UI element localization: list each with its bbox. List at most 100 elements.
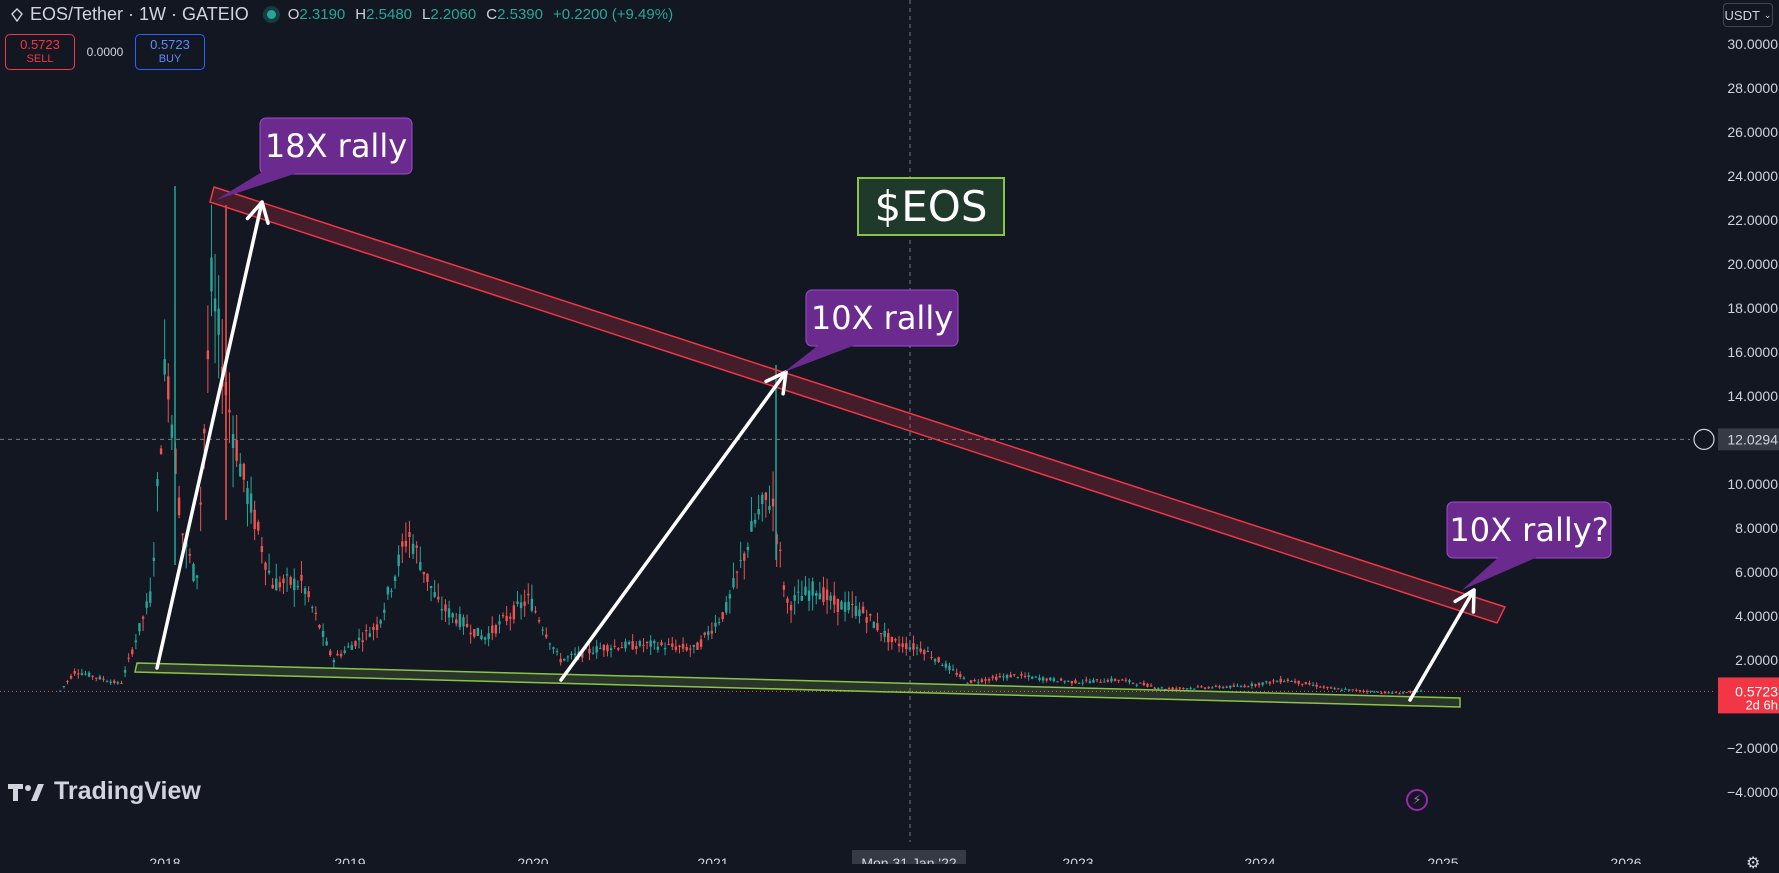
tradingview-icon: [8, 783, 44, 801]
price-tick-label: 26.0000: [1727, 124, 1778, 140]
candle-body: [462, 617, 465, 627]
candle-body: [116, 682, 120, 684]
candle-body: [231, 434, 235, 449]
candle-body: [1113, 679, 1117, 681]
candle-body: [311, 607, 314, 609]
candle-body: [509, 616, 512, 619]
drawings: 18X rally 10X rally 10X rally? $EOS: [134, 117, 1612, 708]
candle-body: [203, 428, 206, 434]
candle-body: [1315, 684, 1318, 687]
candle-body: [1308, 682, 1311, 685]
candle-body: [710, 630, 714, 634]
time-tick-label: 2026: [1610, 855, 1641, 864]
currency-unit-select[interactable]: USDT ⌄: [1723, 3, 1773, 27]
candle-body: [980, 679, 984, 682]
candle-body: [696, 642, 699, 650]
candle-body: [1365, 691, 1369, 693]
candle-body: [793, 595, 796, 601]
candle-body: [163, 359, 166, 375]
candle-body: [1128, 680, 1131, 683]
candle-body: [714, 622, 717, 627]
candle-body: [141, 616, 145, 619]
candle-body: [620, 646, 624, 649]
symbol-title[interactable]: EOS/Tether · 1W · GATEIO: [30, 3, 249, 24]
candle-body: [69, 675, 73, 679]
candle-body: [1401, 692, 1405, 694]
candle-body: [995, 676, 998, 680]
sell-button[interactable]: 0.5723 SELL: [5, 34, 75, 70]
chevron-down-icon: ⌄: [1763, 9, 1772, 20]
buy-button[interactable]: 0.5723 BUY: [135, 34, 205, 70]
candle-body: [181, 533, 184, 536]
candle-body: [660, 642, 663, 646]
candle-body: [649, 640, 652, 647]
candle-body: [591, 652, 595, 654]
candle-body: [663, 647, 667, 650]
candle-body: [617, 648, 620, 650]
candle-body: [879, 633, 883, 635]
countdown-label: 2d 6h: [1745, 697, 1778, 712]
time-axis: 2018 2019 2020 2021 Mon 31 Jan '22 2023 2024 20…: [149, 850, 1642, 864]
candle-body: [1383, 691, 1387, 694]
candle-body: [469, 632, 472, 635]
candle-body: [901, 643, 904, 648]
candle-body: [1409, 691, 1412, 693]
candle-body: [195, 575, 199, 578]
candle-body: [1272, 680, 1275, 682]
time-tick-label: 2023: [1062, 855, 1093, 864]
time-tick-label: 2019: [334, 855, 365, 864]
candle-body: [336, 653, 339, 656]
candle-body: [1247, 686, 1250, 688]
candle-body: [102, 678, 105, 680]
gear-icon[interactable]: ⚙: [1746, 855, 1761, 872]
candle-body: [1257, 683, 1261, 686]
candle-body: [1405, 692, 1408, 694]
candle-body: [951, 669, 955, 671]
candle-body: [516, 601, 519, 604]
candle-body: [397, 554, 400, 567]
candle-body: [937, 657, 940, 662]
candle-body: [375, 624, 379, 631]
candle-body: [530, 598, 534, 611]
candle-body: [170, 424, 174, 438]
candle-body: [818, 593, 822, 600]
candle-body: [246, 488, 249, 505]
candle-body: [1049, 677, 1052, 681]
candle-body: [1322, 686, 1326, 688]
candle-body: [1319, 686, 1322, 688]
crosshair-date-bg: [852, 850, 966, 864]
candle-body: [325, 641, 328, 646]
candle-body: [1175, 688, 1178, 690]
candle-body: [1149, 685, 1153, 687]
market-status-icon[interactable]: [266, 9, 276, 19]
candle-body: [1135, 684, 1138, 686]
candle-body: [746, 546, 750, 551]
candle-body: [1362, 690, 1365, 692]
candle-body: [743, 553, 746, 561]
candle-body: [1106, 680, 1110, 682]
candle-body: [1376, 691, 1380, 693]
eos-label: $EOS: [857, 177, 1005, 236]
lightning-icon[interactable]: ⚡: [1406, 789, 1428, 811]
candle-body: [383, 609, 386, 613]
candle-body: [926, 650, 930, 652]
candle-body: [1250, 683, 1254, 686]
candle-body: [84, 673, 87, 675]
candle-body: [465, 624, 469, 627]
candle-body: [62, 686, 66, 688]
candle-body: [1218, 686, 1221, 688]
candle-body: [667, 643, 670, 645]
candle-body: [1333, 688, 1336, 690]
add-alert-icon: [1693, 428, 1715, 450]
trade-panel: 0.5723 SELL 0.0000 0.5723 BUY: [5, 34, 205, 70]
candle-body: [329, 650, 332, 656]
candle-body: [1373, 691, 1376, 693]
candle-body: [721, 612, 724, 620]
candle-body: [1009, 674, 1012, 678]
candle-body: [1023, 675, 1027, 677]
candle-body: [59, 690, 62, 692]
candle-body: [840, 601, 843, 610]
candle-body: [833, 595, 836, 605]
candle-body: [1304, 682, 1308, 685]
